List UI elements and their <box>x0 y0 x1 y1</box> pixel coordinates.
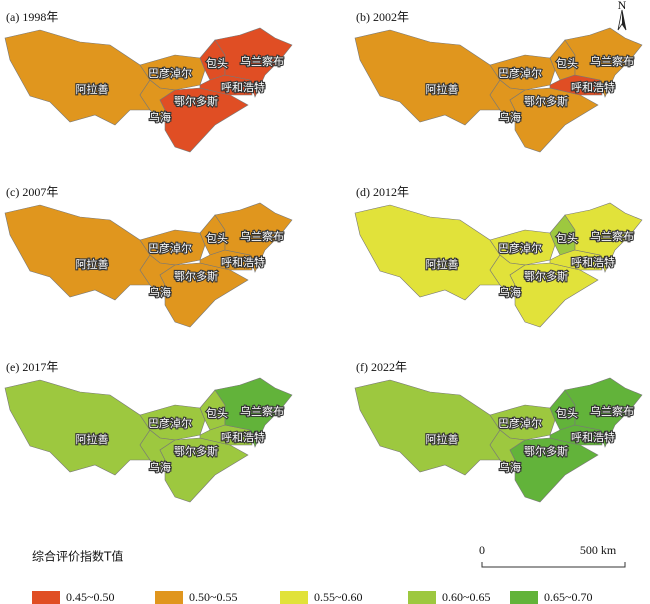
region-label: 乌兰察布 <box>240 54 284 68</box>
panel-title: (a) 1998年 <box>6 10 58 24</box>
region <box>354 379 501 476</box>
region-label: 乌兰察布 <box>590 229 634 243</box>
region <box>564 27 643 98</box>
region-label: 鄂尔多斯 <box>524 269 568 283</box>
region-label: 乌海 <box>149 460 171 474</box>
legend-label: 0.60~0.65 <box>442 590 491 604</box>
region-label: 巴彦淖尔 <box>148 416 192 430</box>
panel-title: (e) 2017年 <box>6 360 58 374</box>
north-label: N <box>618 0 627 12</box>
region <box>509 437 599 503</box>
region-label: 鄂尔多斯 <box>174 94 218 108</box>
region <box>159 262 249 328</box>
panel-title: (b) 2002年 <box>356 10 409 24</box>
region-label: 包头 <box>556 407 578 420</box>
region-label: 巴彦淖尔 <box>148 66 192 80</box>
legend-label: 0.65~0.70 <box>544 590 593 604</box>
region <box>159 437 249 503</box>
region-label: 包头 <box>556 57 578 70</box>
panel-title: (f) 2022年 <box>356 360 407 374</box>
legend-label: 0.55~0.60 <box>314 590 363 604</box>
region-label: 阿拉善 <box>426 82 459 96</box>
legend-label: 0.50~0.55 <box>189 590 238 604</box>
region <box>509 87 599 153</box>
region-label: 阿拉善 <box>76 82 109 96</box>
region-label: 呼和浩特 <box>571 255 615 269</box>
panel-title: (c) 2007年 <box>6 185 58 199</box>
region <box>159 87 249 153</box>
region-label: 呼和浩特 <box>571 80 615 94</box>
region-label: 乌海 <box>149 285 171 299</box>
region-label: 鄂尔多斯 <box>174 444 218 458</box>
region-label: 鄂尔多斯 <box>524 94 568 108</box>
scale-label: 0 <box>479 543 485 557</box>
legend-swatch <box>280 591 308 604</box>
region-label: 乌海 <box>499 110 521 124</box>
region-label: 乌兰察布 <box>240 404 284 418</box>
region-label: 乌海 <box>149 110 171 124</box>
region-label: 乌兰察布 <box>590 404 634 418</box>
region-label: 呼和浩特 <box>571 430 615 444</box>
region-label: 呼和浩特 <box>221 80 265 94</box>
scale-label: 500 km <box>580 543 617 557</box>
panel-title: (d) 2012年 <box>356 185 409 199</box>
legend-swatch <box>32 591 60 604</box>
region <box>564 202 643 273</box>
region-label: 呼和浩特 <box>221 430 265 444</box>
region <box>354 29 501 126</box>
region-label: 呼和浩特 <box>221 255 265 269</box>
region-label: 巴彦淖尔 <box>498 416 542 430</box>
region-label: 巴彦淖尔 <box>498 66 542 80</box>
region-label: 鄂尔多斯 <box>524 444 568 458</box>
region-label: 乌兰察布 <box>240 229 284 243</box>
legend-label: 0.45~0.50 <box>66 590 115 604</box>
region <box>4 379 151 476</box>
region-label: 阿拉善 <box>76 432 109 446</box>
region-label: 阿拉善 <box>426 257 459 271</box>
region-label: 阿拉善 <box>426 432 459 446</box>
region-label: 巴彦淖尔 <box>148 241 192 255</box>
region <box>214 27 293 98</box>
region-label: 巴彦淖尔 <box>498 241 542 255</box>
region-label: 包头 <box>206 407 228 420</box>
region-label: 乌海 <box>499 460 521 474</box>
region-label: 包头 <box>556 232 578 245</box>
region-label: 阿拉善 <box>76 257 109 271</box>
legend-swatch <box>155 591 183 604</box>
region-label: 包头 <box>206 232 228 245</box>
region <box>509 262 599 328</box>
region <box>214 377 293 448</box>
legend-swatch <box>510 591 538 604</box>
region <box>4 204 151 301</box>
legend-title: 综合评价指数T值 <box>32 549 123 564</box>
region <box>354 204 501 301</box>
region <box>214 202 293 273</box>
region <box>4 29 151 126</box>
scale-bar <box>481 562 626 568</box>
region-label: 包头 <box>206 57 228 70</box>
north-arrow-half <box>622 10 626 30</box>
region <box>564 377 643 448</box>
region-label: 乌海 <box>499 285 521 299</box>
region-label: 鄂尔多斯 <box>174 269 218 283</box>
region-label: 乌兰察布 <box>590 54 634 68</box>
legend-swatch <box>408 591 436 604</box>
